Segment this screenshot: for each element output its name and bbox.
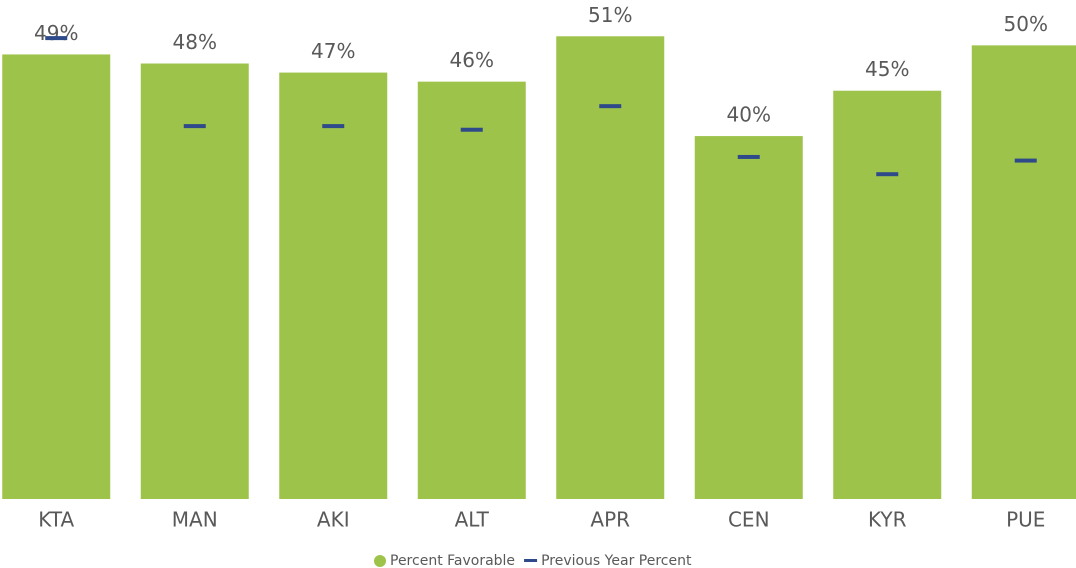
x-tick-label: CEN [728,508,770,532]
bar [279,72,388,499]
legend-swatch [374,555,386,567]
previous-year-marker [322,124,345,129]
previous-year-marker [599,104,622,109]
value-label: 45% [865,57,909,81]
legend-label: Previous Year Percent [541,553,692,568]
value-label: 47% [311,39,355,63]
value-label: 51% [588,3,632,27]
value-label: 48% [173,30,217,54]
value-label: 46% [450,48,494,72]
value-label: 50% [1004,12,1048,36]
x-tick-label: MAN [172,508,218,532]
x-tick-label: KYR [868,508,907,532]
x-tick-label: APR [590,508,630,532]
bar [417,81,526,500]
legend-swatch [524,559,538,562]
value-label: 49% [34,21,78,45]
bar [556,36,665,500]
previous-year-marker [460,127,483,132]
value-label: 40% [727,103,771,127]
previous-year-marker [183,124,206,129]
bar [694,136,803,499]
previous-year-marker [876,172,899,177]
legend-label: Percent Favorable [390,553,515,568]
bar [2,54,111,499]
x-tick-label: PUE [1006,508,1045,532]
x-tick-label: ALT [455,508,490,532]
bar [833,90,942,500]
previous-year-marker [1014,158,1037,163]
bar [140,63,249,499]
bar [971,45,1076,499]
previous-year-marker [737,154,760,159]
x-tick-label: AKI [317,508,350,532]
x-tick-label: KTA [38,508,74,532]
previous-year-marker [45,36,68,41]
